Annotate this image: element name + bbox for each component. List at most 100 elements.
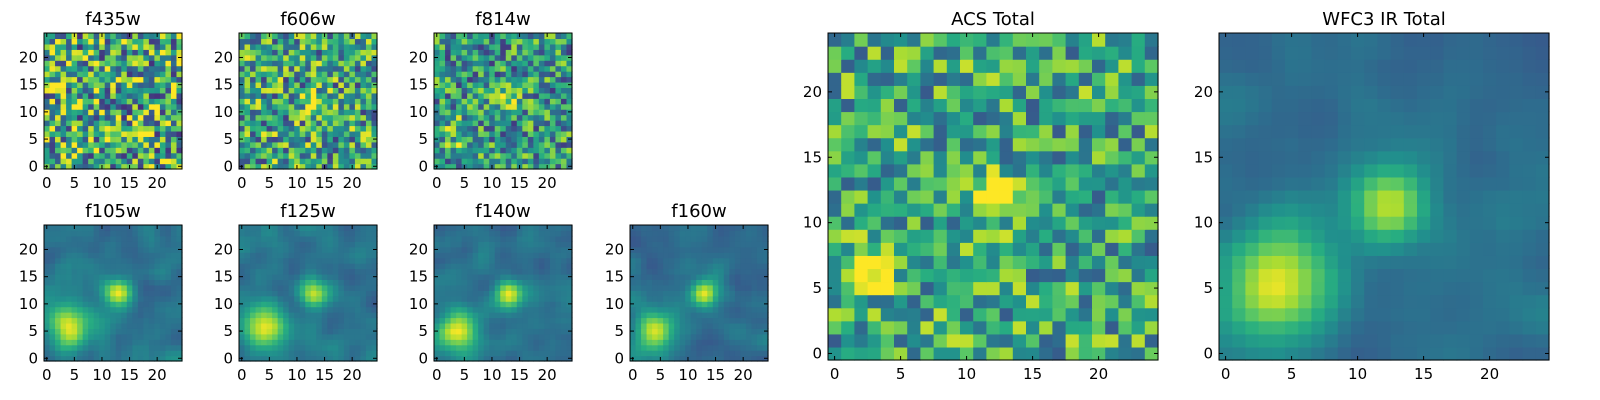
heatmap-cell [371, 38, 378, 45]
heatmap-cell [71, 273, 78, 280]
heatmap-cell [533, 130, 540, 137]
heatmap-cell [360, 339, 367, 346]
heatmap-cell [756, 350, 764, 357]
heatmap-cell [255, 120, 262, 127]
heatmap-cell [701, 301, 708, 308]
heatmap-cell [560, 60, 568, 67]
heatmap-cell [310, 43, 317, 50]
heatmap-cell [511, 317, 518, 324]
heatmap-cell [679, 328, 686, 335]
heatmap-cell [867, 150, 882, 165]
heatmap-cell [973, 216, 987, 230]
heatmap-cell [549, 71, 557, 78]
heatmap-cell [365, 235, 373, 242]
heatmap-cell [472, 158, 479, 165]
heatmap-cell [121, 344, 128, 351]
heatmap-cell [60, 263, 67, 270]
heatmap-cell [60, 136, 67, 143]
heatmap-cell [1065, 268, 1080, 283]
heatmap-cell [88, 322, 95, 329]
heatmap-cell [332, 263, 339, 270]
heatmap-cell [657, 246, 664, 253]
heatmap-cell [1118, 229, 1133, 243]
heatmap-cell [110, 163, 117, 170]
heatmap-cell [104, 81, 111, 88]
heatmap-cell [630, 230, 637, 237]
heatmap-cell [305, 92, 312, 99]
heatmap-cell [299, 257, 306, 264]
heatmap-cell [354, 252, 362, 259]
heatmap-cell [299, 98, 306, 105]
heatmap-cell [239, 333, 246, 340]
heatmap-cell [272, 225, 279, 232]
heatmap-cell [467, 163, 474, 170]
heatmap-cell [77, 225, 84, 232]
heatmap-cell [77, 322, 84, 329]
heatmap-cell [49, 322, 56, 329]
heatmap-cell [354, 355, 362, 362]
heatmap-cell [500, 163, 507, 170]
heatmap-cell [880, 229, 895, 243]
heatmap-cell [740, 263, 747, 270]
heatmap-cell [828, 255, 842, 270]
heatmap-cell [261, 328, 268, 335]
heatmap-cell [762, 350, 769, 357]
heatmap-cell [239, 114, 246, 121]
heatmap-cell [283, 152, 290, 159]
heatmap-cell [44, 92, 51, 99]
heatmap-cell [288, 141, 295, 148]
axes-frame [43, 32, 183, 170]
heatmap-cell [841, 242, 855, 256]
heatmap-cell [516, 60, 523, 67]
heatmap-cell [110, 130, 117, 137]
heatmap-cell [283, 257, 290, 264]
heatmap-cell [560, 130, 568, 137]
heatmap-cell [121, 130, 128, 137]
heatmap-cell [641, 235, 648, 242]
heatmap-cell [332, 235, 339, 242]
heatmap-cell [121, 257, 128, 264]
heatmap-cell [66, 125, 73, 132]
heatmap-cell [1092, 163, 1106, 178]
heatmap-cell [305, 152, 312, 159]
heatmap-cell [299, 230, 306, 237]
heatmap-cell [283, 43, 290, 50]
heatmap-cell [516, 92, 523, 99]
heatmap-cell [277, 54, 284, 61]
heatmap-cell [646, 344, 653, 351]
heatmap-cell [66, 109, 73, 116]
heatmap-cell [93, 273, 100, 280]
heatmap-cell [143, 130, 150, 137]
heatmap-cell [176, 152, 183, 159]
heatmap-cell [533, 109, 540, 116]
heatmap-cell [49, 38, 56, 45]
heatmap-cell [327, 147, 334, 154]
heatmap-cell [652, 295, 659, 302]
heatmap-cell [867, 203, 882, 217]
heatmap-cell [756, 355, 764, 362]
heatmap-cell [104, 141, 111, 148]
heatmap-cell [522, 339, 529, 346]
heatmap-cell [566, 141, 573, 148]
heatmap-cell [71, 158, 78, 165]
heatmap-cell [467, 290, 474, 297]
heatmap-cell [450, 355, 457, 362]
heatmap-cell [154, 328, 161, 335]
heatmap-cell [734, 350, 741, 357]
heatmap-cell [66, 103, 73, 110]
heatmap-cell [299, 235, 306, 242]
heatmap-cell [82, 301, 89, 308]
heatmap-cell [121, 71, 128, 78]
y-tick-label: 20 [214, 48, 233, 66]
heatmap-cell [467, 355, 474, 362]
heatmap-cell [756, 225, 764, 232]
heatmap-cell [93, 130, 100, 137]
heatmap-cell [154, 103, 161, 110]
heatmap-cell [371, 339, 378, 346]
heatmap-cell [327, 152, 334, 159]
heatmap-cell [283, 344, 290, 351]
heatmap-cell [244, 279, 251, 286]
heatmap-cell [110, 33, 117, 40]
heatmap-cell [294, 241, 301, 248]
heatmap-cell [266, 49, 273, 56]
